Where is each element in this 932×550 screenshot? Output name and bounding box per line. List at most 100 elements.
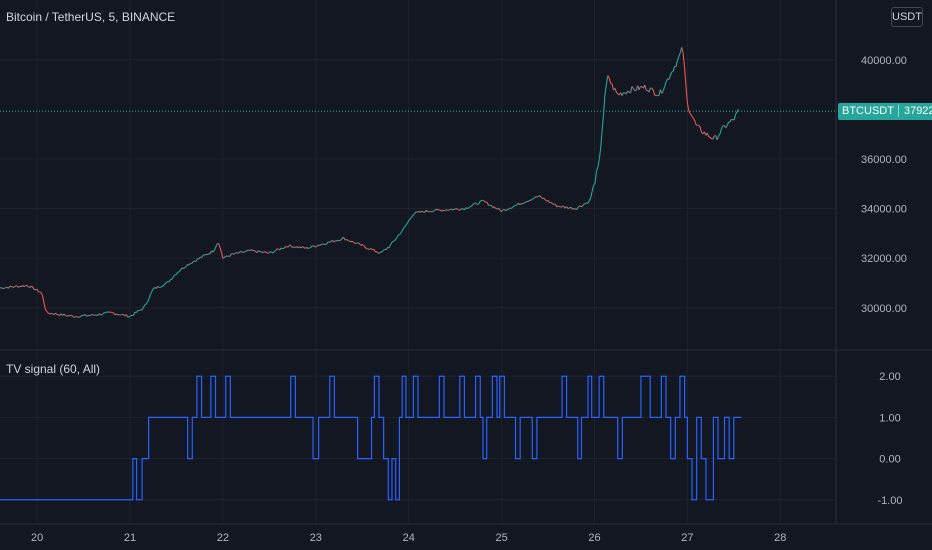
price-candle [373,248,376,252]
x-tick-label: 20 [31,532,43,544]
price-candle [258,250,261,253]
price-candle [456,208,460,211]
price-candle [261,251,264,254]
price-candle [134,311,137,314]
price-candle [310,245,313,248]
price-candle [245,250,248,252]
price-candle [265,251,268,254]
price-candle [43,302,46,310]
price-candle [574,208,577,211]
price-candle [52,313,55,316]
x-tick-label: 28 [774,532,786,544]
price-candle [398,233,401,235]
price-candle [273,250,276,253]
price-candle [439,209,443,212]
price-candle [344,238,347,241]
price-candle [297,246,301,249]
price-candle [401,228,404,232]
price-candle [218,243,221,248]
price-candle [638,86,641,91]
price-candle [490,204,494,208]
price-candle [411,214,414,218]
price-candle [503,209,506,212]
price-candle [651,87,654,91]
price-candle [725,125,728,128]
price-candle [300,246,303,249]
price-candle [512,205,515,208]
price-candle [127,316,130,318]
price-candle [685,85,688,103]
price-candle [631,86,634,89]
chart-title: Bitcoin / TetherUS, 5, BINANCE [6,10,176,24]
price-candle [309,246,312,249]
price-candle [164,282,167,285]
price-candle [522,202,525,205]
currency-button[interactable]: USDT [891,7,923,27]
price-candle [150,291,153,295]
price-candle [709,136,712,140]
price-candle [29,285,32,289]
price-candle [605,75,609,85]
price-candle [238,251,241,254]
price-candle [233,252,237,255]
price-candle [42,295,45,304]
price-candle [84,314,88,317]
price-tag-value: 37922.38 [897,105,932,118]
signal-tick-label: -1.00 [877,495,902,507]
price-candle [222,257,225,259]
price-candle [519,203,522,206]
price-candle [664,81,667,87]
price-candle [75,315,77,318]
price-candle [148,293,152,299]
price-candle [191,261,194,264]
price-candle [278,248,281,251]
price-candle [577,205,580,208]
price-candle [500,209,504,213]
price-candle [552,203,555,205]
price-candle [213,246,217,251]
price-candle [495,207,498,210]
price-candle [393,239,396,242]
price-candle [478,201,481,205]
price-candle [46,311,49,314]
price-candle [292,246,295,249]
price-candle [527,199,531,202]
price-candle [72,315,75,318]
price-candle [31,285,33,288]
price-candle [648,87,651,93]
indicator-title[interactable]: TV signal (60, All) [6,362,101,376]
price-candle [171,276,174,280]
price-candle [419,210,423,213]
price-candle [293,246,296,249]
price-candle [598,147,602,160]
price-candle [421,210,424,213]
price-candle [275,248,278,252]
price-candle [16,285,19,288]
price-candle [652,89,656,96]
price-candle [9,285,12,288]
price-candle [57,314,60,317]
price-candle [475,202,478,205]
price-candle [525,200,528,203]
price-tag-symbol: BTCUSDT [842,105,894,118]
price-candle [530,198,533,201]
price-candle [510,206,514,209]
price-candle [597,159,600,168]
price-candle [604,84,607,95]
price-candle [469,205,472,208]
price-candle [468,206,471,209]
price-candle [179,267,183,271]
price-candle [683,66,687,86]
price-candle [101,312,105,315]
price-candle [668,75,671,80]
price-candle [350,240,353,243]
price-candle [363,245,366,248]
price-candle [242,251,245,254]
price-candle [699,126,703,133]
price-candle [368,248,371,250]
price-candle [662,86,666,91]
price-candle [689,113,693,116]
price-candle [378,251,381,254]
